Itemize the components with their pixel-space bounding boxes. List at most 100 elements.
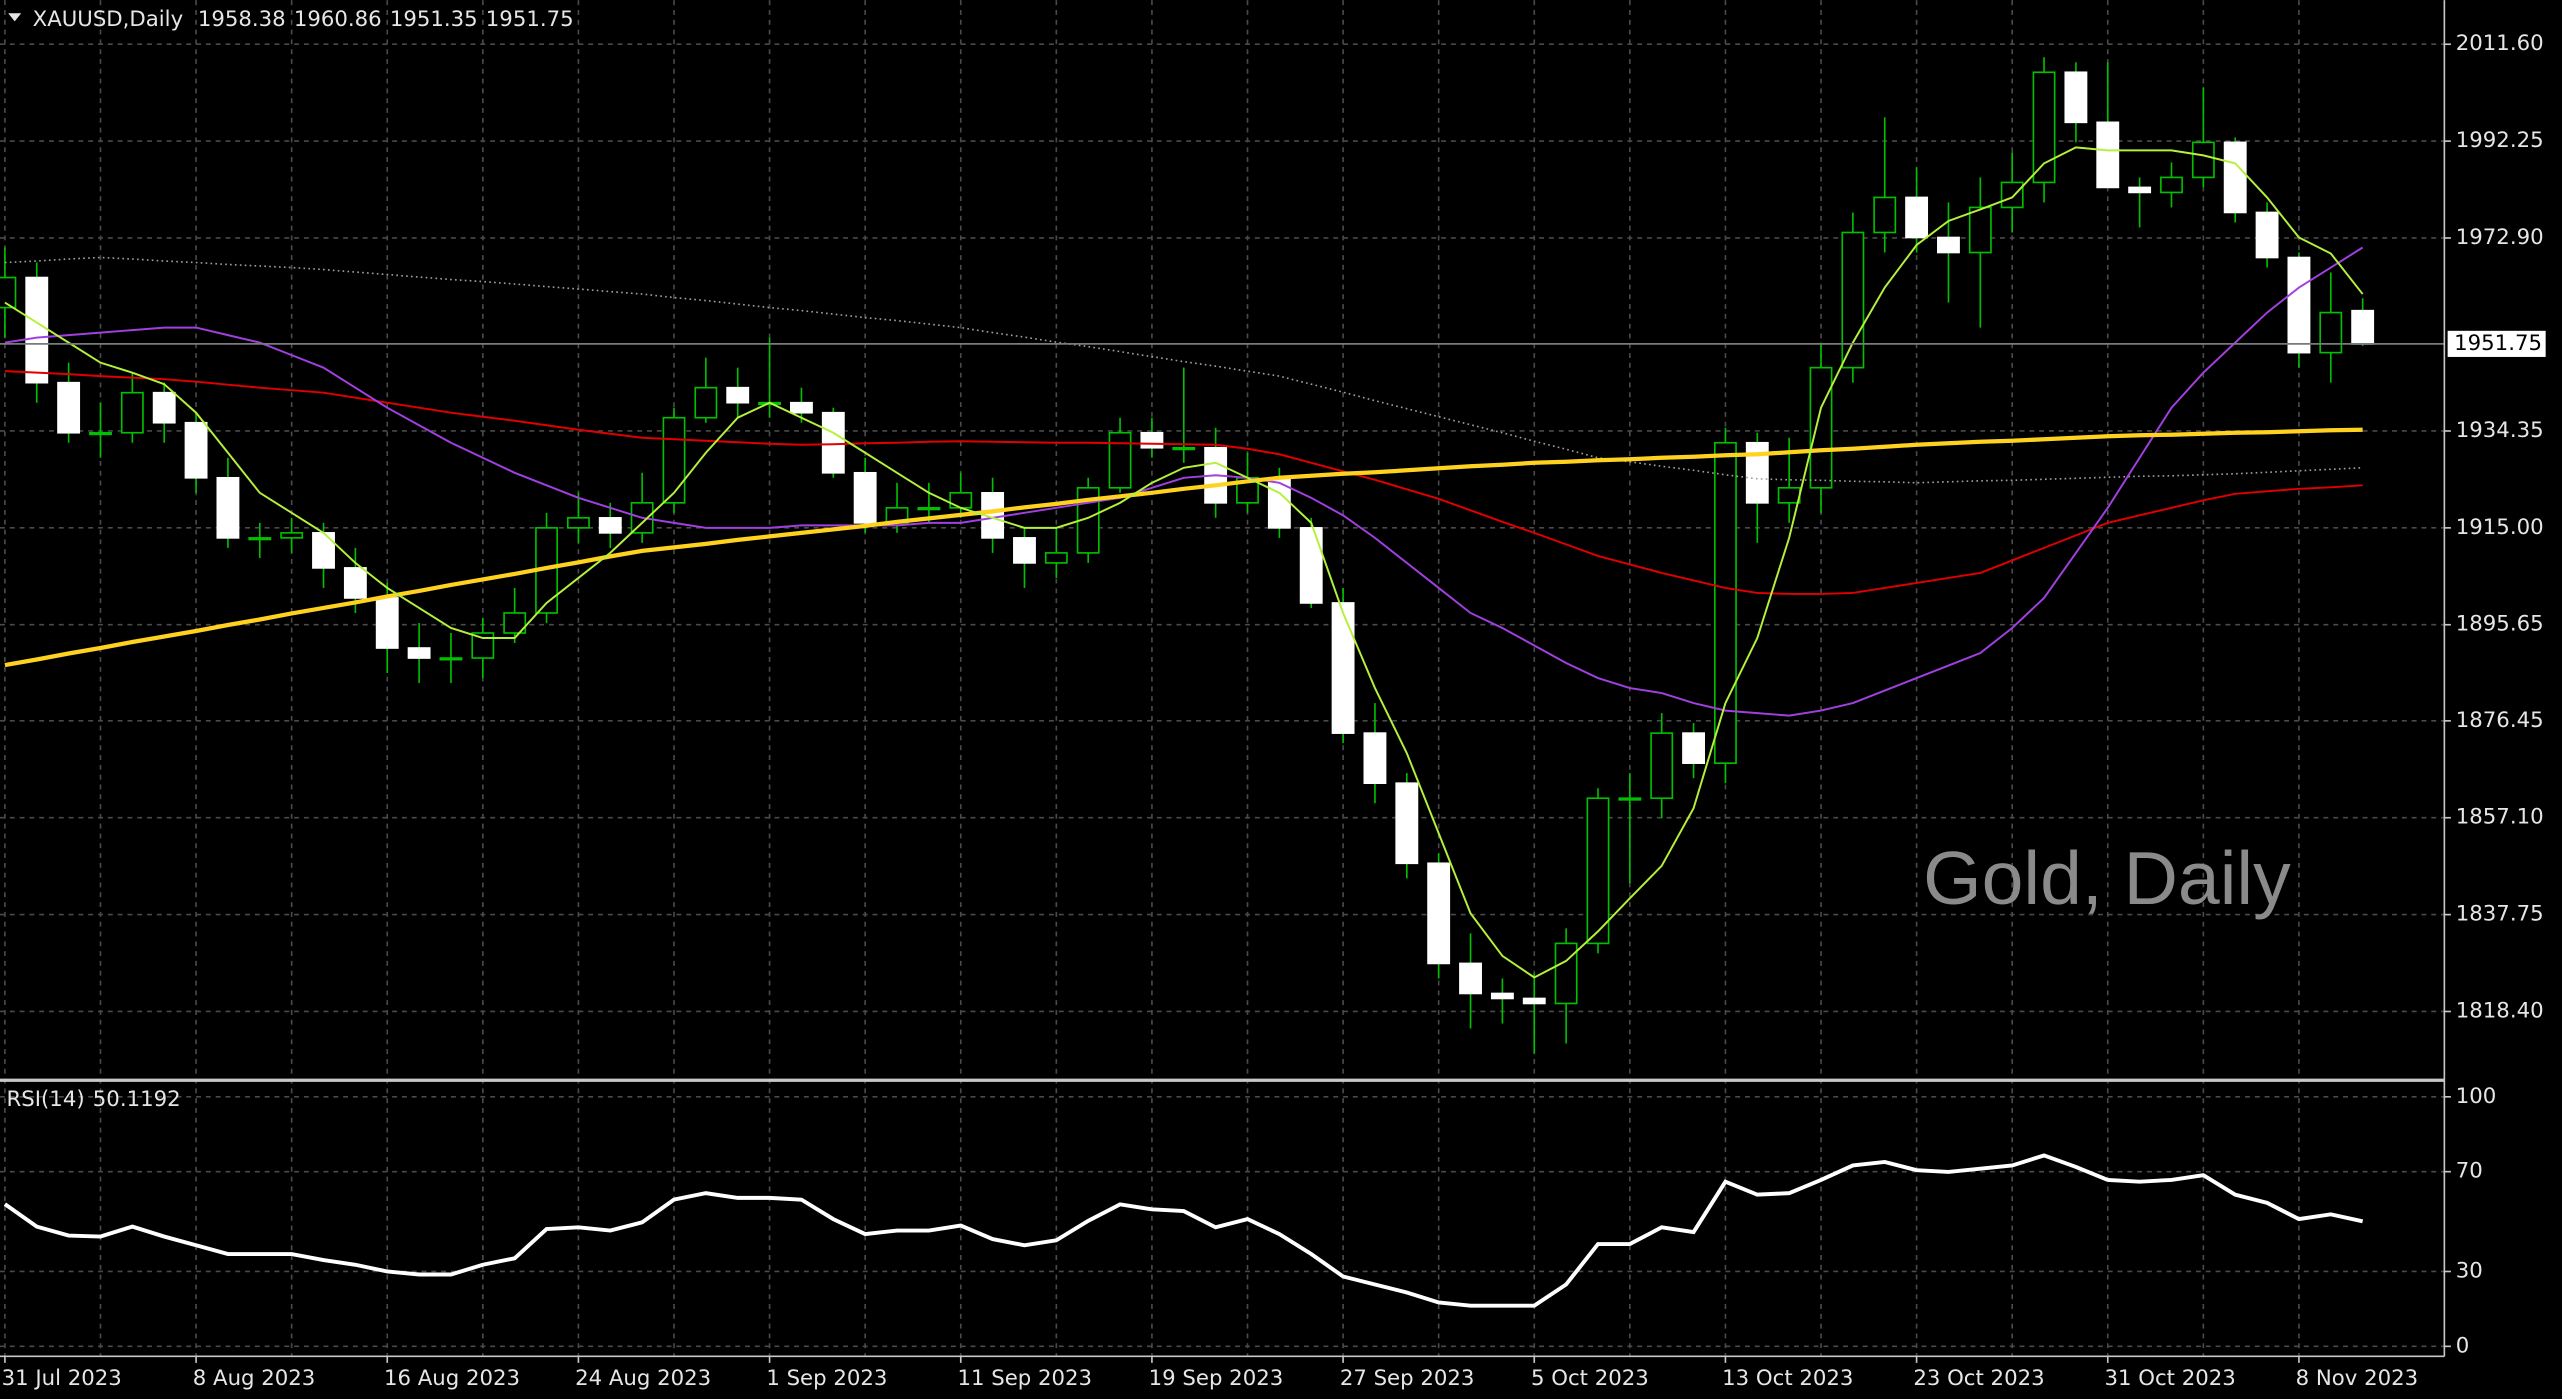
candle-body (1905, 196, 1929, 239)
x-tick-label: 8 Nov 2023 (2296, 1366, 2419, 1391)
candle-body (1522, 997, 1546, 1005)
y-tick-label: 1857.10 (2456, 805, 2544, 830)
candle-body (248, 537, 272, 541)
candle-body (1618, 797, 1642, 801)
candle-body (1013, 537, 1036, 564)
candle-body (2351, 309, 2375, 345)
candle-body (1140, 431, 1164, 449)
candle-body (1427, 862, 1451, 965)
candle-body (790, 401, 813, 414)
y-tick-label: 1934.35 (2456, 418, 2544, 443)
candle-body (2255, 211, 2279, 259)
candle-body (2287, 256, 2311, 354)
candle-body (280, 532, 304, 539)
rsi-line (3, 1153, 2364, 1308)
y-tick-label: 1915.00 (2456, 515, 2544, 540)
close-value: 1951.75 (486, 7, 574, 32)
price-marks (0, 57, 2445, 1054)
low-value: 1951.35 (390, 7, 478, 32)
x-tick-label: 23 Oct 2023 (1913, 1366, 2044, 1391)
candle-body (662, 416, 686, 504)
candle-body (1299, 527, 1323, 604)
x-tick-label: 19 Sep 2023 (1149, 1366, 1284, 1391)
candle-body (1044, 552, 1068, 564)
candle-body (1459, 962, 1482, 995)
candle-body (1331, 602, 1355, 734)
candle-body (184, 421, 208, 479)
y-tick-label: 1992.25 (2456, 128, 2544, 153)
current-price-label: 1951.75 (2454, 331, 2542, 356)
candle-body (1968, 206, 1992, 254)
current-price-box (2447, 330, 2546, 357)
x-tick-label: 27 Sep 2023 (1340, 1366, 1475, 1391)
candle-body (1745, 441, 1769, 504)
candle-body (821, 411, 845, 474)
candle-body (598, 517, 622, 534)
candle-body (216, 476, 240, 539)
candle-body (2191, 141, 2215, 179)
candle-body (1108, 431, 1132, 489)
marks (0, 57, 2445, 1308)
candle-body (503, 612, 527, 634)
candle-body (2032, 71, 2056, 184)
candle-body (2160, 176, 2183, 194)
candle-body (407, 647, 431, 659)
candle-body (949, 491, 973, 509)
candle-body (917, 507, 941, 511)
candle-body (439, 657, 463, 661)
candle-body (1554, 942, 1578, 1005)
candle-body (1395, 782, 1419, 865)
candle-body (2064, 71, 2088, 124)
symbol: XAUUSD,Daily (33, 7, 183, 32)
y-tick-label: 1837.75 (2456, 902, 2544, 927)
x-tick-label: 31 Oct 2023 (2105, 1366, 2236, 1391)
candle-body (312, 532, 335, 569)
candle-body (471, 632, 495, 659)
candle-body (0, 276, 17, 309)
x-tick-label: 16 Aug 2023 (384, 1366, 520, 1391)
moving-average (4, 370, 2363, 595)
x-tick-label: 1 Sep 2023 (766, 1366, 887, 1391)
candle-body (726, 386, 750, 404)
y-tick-label: 1876.45 (2456, 708, 2544, 733)
x-tick-label: 5 Oct 2023 (1531, 1366, 1649, 1391)
candle-body (2128, 186, 2152, 194)
y-tick-label: 0 (2456, 1333, 2470, 1358)
candle-body (1841, 231, 1865, 369)
candle-body (1777, 486, 1801, 504)
candle-body (375, 597, 399, 649)
rsi-value: 50.1192 (93, 1087, 181, 1112)
moving-average (4, 146, 2364, 979)
x-tick-label: 31 Jul 2023 (2, 1366, 122, 1391)
candle-body (694, 386, 718, 419)
candle-body (1809, 366, 1833, 489)
moving-average (4, 256, 2363, 484)
candle-body (1363, 732, 1387, 785)
y-tick-label: 2011.60 (2456, 31, 2544, 56)
rsi-marks (3, 1153, 2364, 1308)
candle-body (2223, 141, 2247, 214)
candle-body (2319, 311, 2343, 354)
candle-body (152, 391, 176, 424)
candle-body (853, 471, 877, 524)
candle-body (25, 276, 49, 384)
candle-body (1586, 797, 1610, 945)
y-tick-label: 1818.40 (2456, 998, 2544, 1023)
candle-body (2000, 181, 2024, 209)
candle-body (120, 391, 144, 434)
high-value: 1960.86 (294, 7, 382, 32)
candle-body (1172, 446, 1196, 451)
header: XAUUSD,Daily 1958.38 1960.86 1951.35 1951.75 (33, 7, 574, 32)
moving-average (4, 246, 2364, 717)
candle-body (57, 381, 81, 434)
candle-body (1937, 236, 1960, 254)
y-tick-label: 100 (2456, 1084, 2497, 1109)
candle-body (1713, 441, 1737, 764)
x-tick-label: 11 Sep 2023 (957, 1366, 1092, 1391)
y-tick-label: 1895.65 (2456, 612, 2544, 637)
menu-triangle[interactable] (8, 13, 22, 22)
candle-body (343, 567, 367, 599)
x-tick-label: 13 Oct 2023 (1722, 1366, 1853, 1391)
